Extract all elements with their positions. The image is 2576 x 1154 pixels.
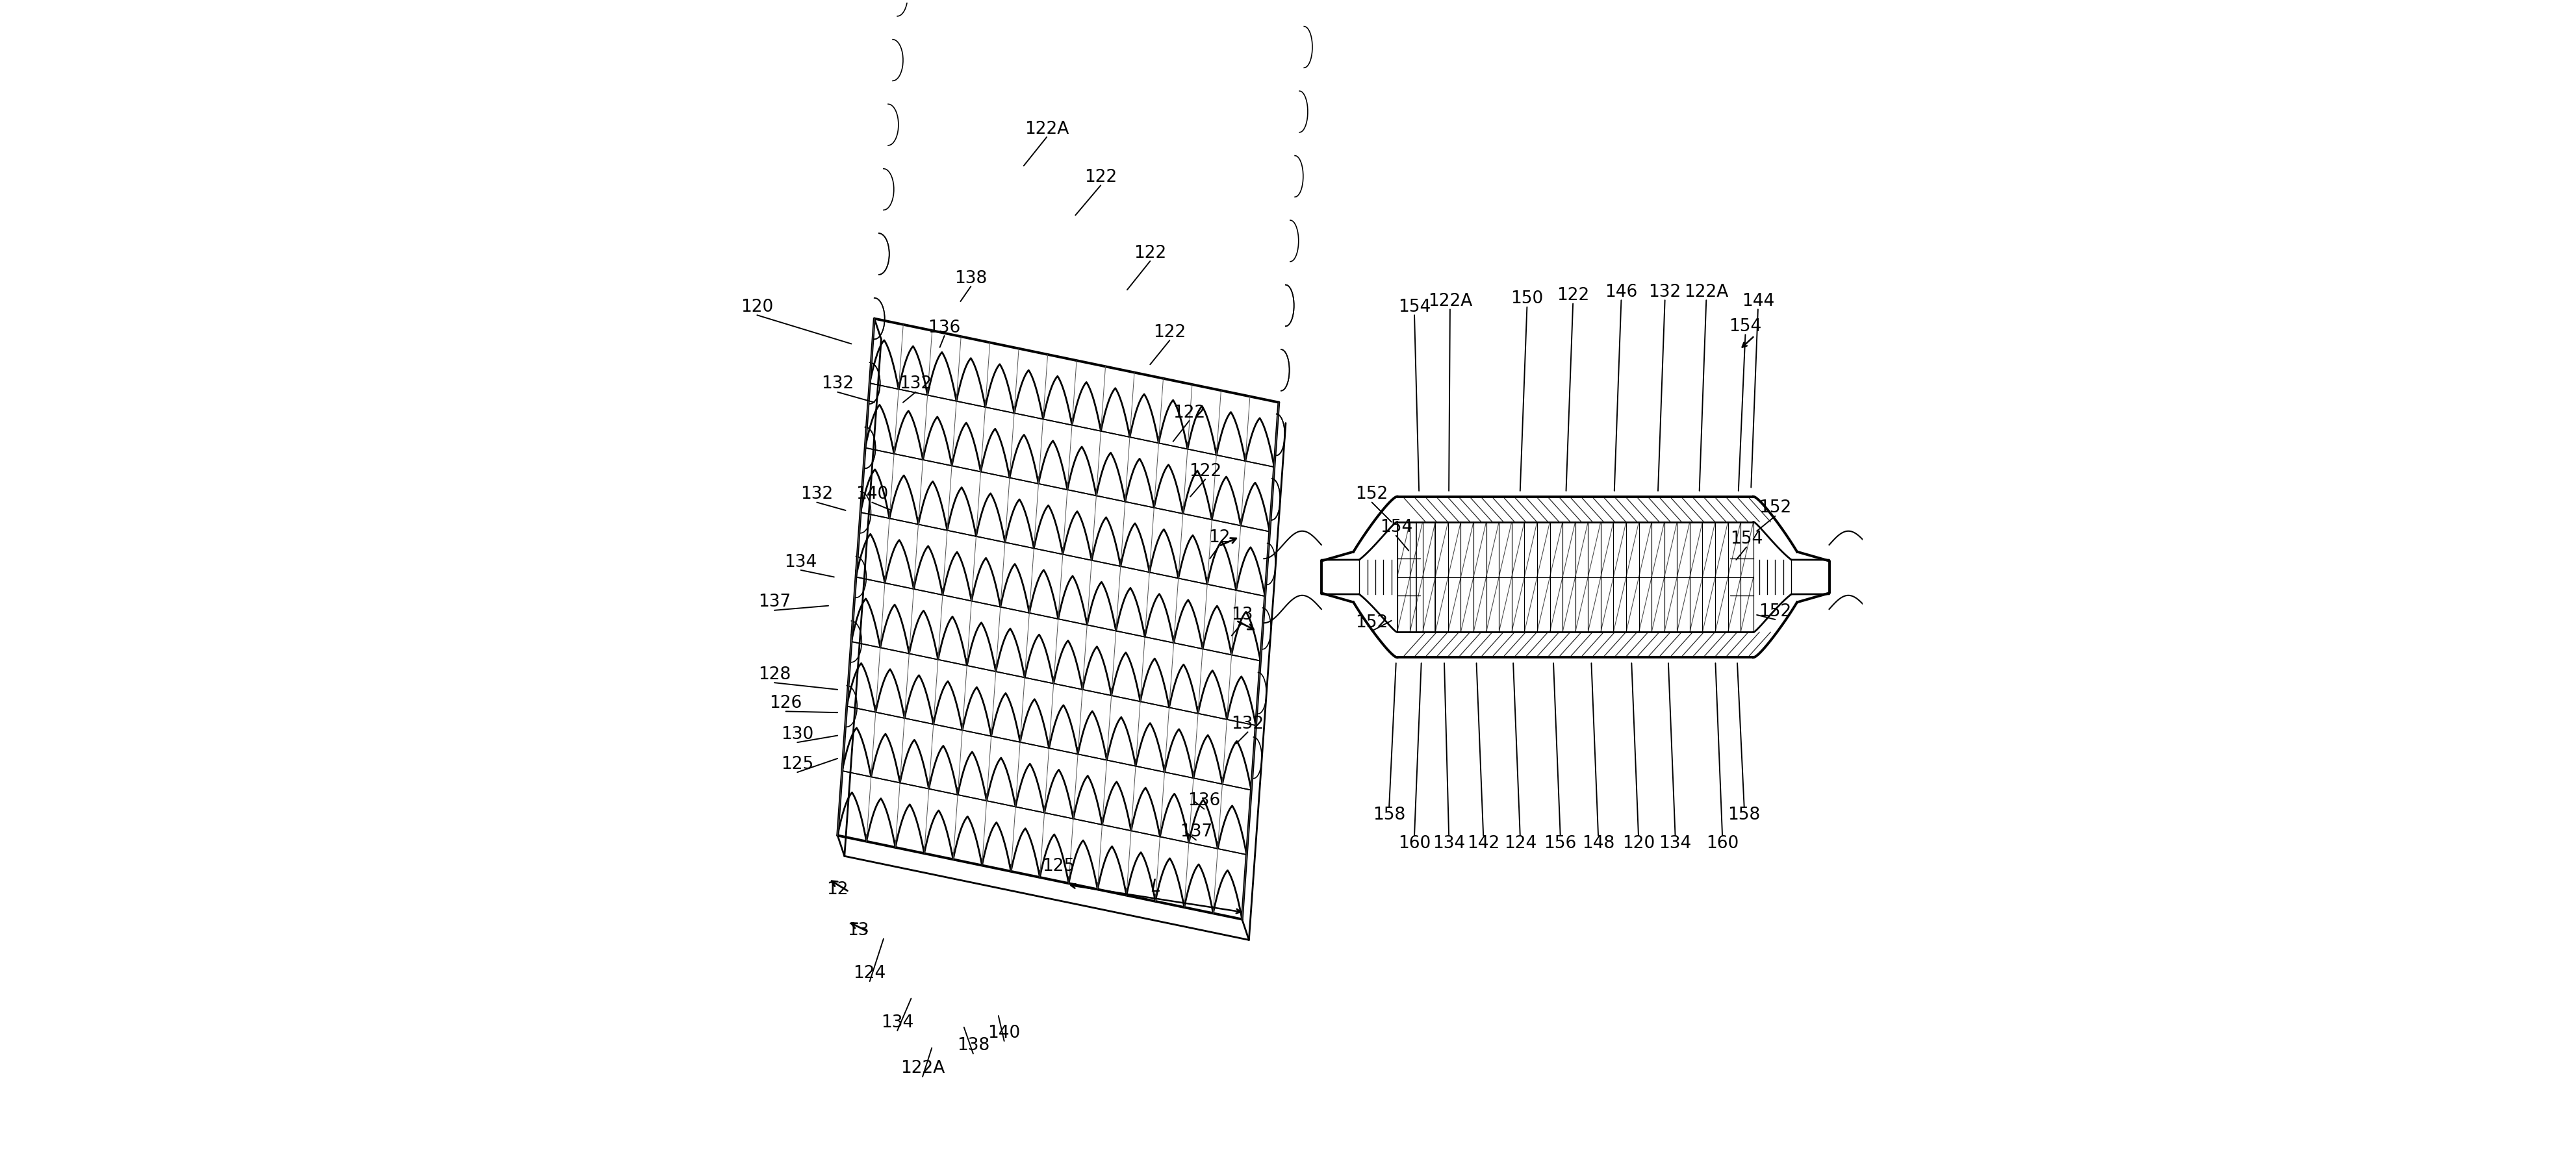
- Text: 154: 154: [1381, 519, 1412, 537]
- Text: 132: 132: [899, 375, 933, 392]
- Text: 152: 152: [1759, 604, 1790, 620]
- Text: 160: 160: [1705, 835, 1739, 852]
- Text: 137: 137: [757, 594, 791, 610]
- Text: 148: 148: [1582, 835, 1615, 852]
- Text: 142: 142: [1466, 835, 1499, 852]
- Text: 134: 134: [786, 554, 817, 570]
- Text: 154: 154: [1728, 319, 1762, 335]
- Text: 132: 132: [801, 486, 832, 503]
- Text: 158: 158: [1373, 807, 1406, 823]
- Text: L: L: [1151, 878, 1162, 896]
- Text: 134: 134: [881, 1014, 914, 1031]
- Text: 13: 13: [1231, 607, 1252, 623]
- Text: 156: 156: [1543, 835, 1577, 852]
- Text: 122: 122: [1190, 463, 1221, 480]
- Text: 125: 125: [781, 756, 814, 773]
- Text: 132: 132: [822, 375, 853, 392]
- Text: 122: 122: [1154, 324, 1185, 340]
- Text: 122: 122: [1172, 404, 1206, 421]
- Text: 122A: 122A: [1025, 121, 1069, 137]
- Text: 144: 144: [1741, 293, 1775, 309]
- Text: 132: 132: [1231, 715, 1265, 733]
- Text: 120: 120: [1623, 835, 1654, 852]
- Text: 122A: 122A: [1685, 284, 1728, 300]
- Text: 152: 152: [1355, 486, 1388, 503]
- Text: 124: 124: [853, 965, 886, 982]
- Text: 134: 134: [1432, 835, 1466, 852]
- Text: 122: 122: [1133, 245, 1167, 262]
- Text: 138: 138: [956, 270, 987, 287]
- Text: 126: 126: [770, 695, 801, 712]
- Text: 122A: 122A: [1427, 293, 1473, 309]
- Text: 120: 120: [742, 299, 773, 315]
- Text: 154: 154: [1399, 299, 1430, 315]
- Text: 140: 140: [855, 486, 889, 503]
- Text: 122A: 122A: [902, 1061, 945, 1077]
- Text: 136: 136: [927, 320, 961, 336]
- Text: 152: 152: [1355, 614, 1388, 631]
- Text: 132: 132: [1649, 284, 1682, 300]
- Text: 146: 146: [1605, 284, 1638, 300]
- Text: 130: 130: [781, 726, 814, 743]
- Text: 12: 12: [1208, 530, 1229, 546]
- Text: 138: 138: [956, 1037, 989, 1054]
- Text: 160: 160: [1399, 835, 1430, 852]
- Text: 137: 137: [1180, 824, 1213, 840]
- Text: 136: 136: [1188, 793, 1221, 809]
- Text: 134: 134: [1659, 835, 1692, 852]
- Text: 152: 152: [1759, 500, 1790, 517]
- Text: 128: 128: [757, 666, 791, 683]
- Text: 12: 12: [827, 881, 848, 898]
- Text: 122: 122: [1084, 168, 1118, 186]
- Text: 154: 154: [1731, 531, 1762, 547]
- Text: 125: 125: [1041, 859, 1074, 875]
- Text: 158: 158: [1728, 807, 1759, 823]
- Text: 13: 13: [848, 922, 868, 939]
- Text: 150: 150: [1510, 291, 1543, 307]
- Text: 124: 124: [1504, 835, 1535, 852]
- Text: 140: 140: [987, 1025, 1020, 1041]
- Text: 122: 122: [1556, 287, 1589, 304]
